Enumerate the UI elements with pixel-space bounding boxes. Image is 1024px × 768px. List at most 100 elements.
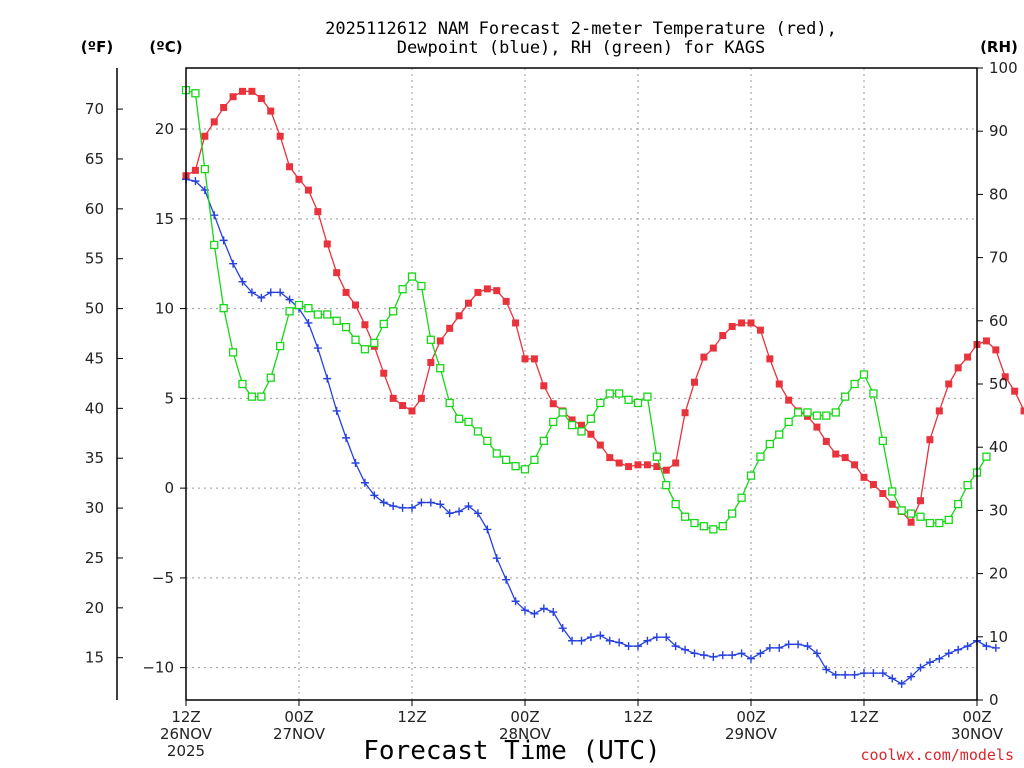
temperature-point	[493, 287, 501, 295]
celsius-tick-label: 15	[155, 210, 174, 228]
rh-point	[389, 307, 398, 316]
rh-tick-label: 60	[989, 312, 1008, 330]
dewpoint-point	[229, 259, 238, 268]
dewpoint-point	[765, 643, 774, 652]
temperature-point	[239, 87, 246, 95]
rh-point	[709, 525, 718, 534]
rh-point	[445, 398, 454, 408]
temperature-point	[578, 421, 585, 429]
temperature-point	[587, 430, 595, 438]
dewpoint-point	[577, 636, 586, 645]
dewpoint-point	[586, 633, 595, 642]
fahrenheit-unit-label: (ºF)	[81, 38, 113, 56]
temperature-point	[436, 337, 444, 345]
rh-point	[878, 436, 887, 446]
x-tick-label: 00Z	[736, 708, 765, 726]
temperature-point	[323, 240, 331, 248]
rh-point	[370, 338, 379, 348]
rh-point	[728, 509, 737, 518]
rh-point	[586, 414, 596, 423]
rh-point	[200, 164, 209, 174]
rh-tick-label: 0	[989, 691, 999, 709]
dewpoint-point	[897, 679, 906, 688]
dewpoint-point	[605, 636, 614, 645]
dewpoint-point	[652, 633, 661, 642]
x-tick-label: 26NOV	[160, 725, 213, 743]
rh-point	[351, 335, 360, 344]
temperature-point	[1020, 407, 1024, 415]
celsius-tick-label: 5	[164, 389, 174, 407]
dewpoint-point	[615, 638, 624, 647]
rh-point	[775, 430, 784, 439]
fahrenheit-tick-label: 45	[85, 349, 104, 367]
temperature-point	[860, 473, 868, 481]
celsius-tick-label: 0	[164, 479, 174, 497]
rh-point	[191, 89, 200, 98]
rh-point	[916, 512, 925, 521]
temperature-point	[540, 382, 548, 390]
temperature-point	[841, 454, 849, 462]
rh-point	[671, 499, 680, 509]
dewpoint-point	[323, 374, 332, 383]
temperature-point	[229, 93, 237, 101]
rh-point	[257, 392, 266, 401]
fahrenheit-tick-label: 70	[85, 100, 104, 118]
rh-point	[417, 281, 426, 291]
dewpoint-point	[521, 606, 529, 615]
dewpoint-point	[285, 295, 294, 304]
temperature-point	[700, 353, 708, 361]
fahrenheit-tick-label: 30	[85, 499, 104, 517]
temperature-point	[191, 166, 199, 174]
rh-point	[492, 449, 501, 458]
fahrenheit-tick-label: 15	[85, 649, 104, 667]
rh-point	[436, 364, 445, 373]
dewpoint-point	[549, 608, 558, 617]
temperature-point	[333, 269, 341, 277]
dewpoint-point	[643, 636, 652, 645]
celsius-tick-label: 10	[155, 300, 174, 318]
temperature-point	[220, 104, 228, 111]
rh-point	[954, 499, 963, 509]
temperature-point	[502, 297, 510, 305]
temperature-point	[681, 409, 689, 417]
rh-tick-label: 40	[989, 438, 1008, 456]
dewpoint-point	[502, 575, 511, 584]
dewpoint-point	[784, 640, 793, 649]
dewpoint-point	[210, 211, 219, 220]
rh-point	[756, 452, 765, 461]
x-tick-label: 12Z	[849, 708, 878, 726]
rh-point	[379, 319, 388, 329]
temperature-point	[926, 436, 934, 444]
rh-point	[963, 480, 972, 490]
temperature-point	[446, 324, 454, 332]
dewpoint-point	[332, 406, 341, 415]
rh-point	[520, 465, 530, 474]
temperature-point	[982, 337, 990, 345]
dewpoint-point	[360, 478, 369, 487]
dewpoint-point	[878, 669, 887, 678]
rh-tick-label: 50	[989, 375, 1008, 393]
dewpoint-point	[191, 177, 200, 186]
temperature-point	[465, 299, 472, 307]
temperature-point	[945, 380, 953, 388]
rh-point	[935, 518, 944, 528]
rh-point	[313, 310, 322, 319]
rh-point	[511, 462, 520, 471]
celsius-tick-label: −10	[142, 659, 174, 677]
x-tick-label: 12Z	[171, 708, 200, 726]
x-tick-label: 00Z	[510, 708, 539, 726]
rh-point	[812, 411, 822, 420]
rh-tick-label: 10	[989, 628, 1008, 646]
dewpoint-point	[737, 649, 746, 658]
dewpoint-point	[963, 642, 972, 651]
temperature-point	[596, 441, 604, 449]
dewpoint-point	[728, 651, 737, 660]
temperature-point	[653, 463, 661, 471]
temperature-point	[785, 396, 793, 404]
fahrenheit-tick-label: 60	[85, 200, 104, 218]
rh-point	[398, 285, 407, 294]
temperature-point	[954, 364, 962, 372]
temperature-point	[257, 95, 265, 103]
temperature-point	[935, 407, 943, 415]
rh-point	[841, 392, 850, 401]
